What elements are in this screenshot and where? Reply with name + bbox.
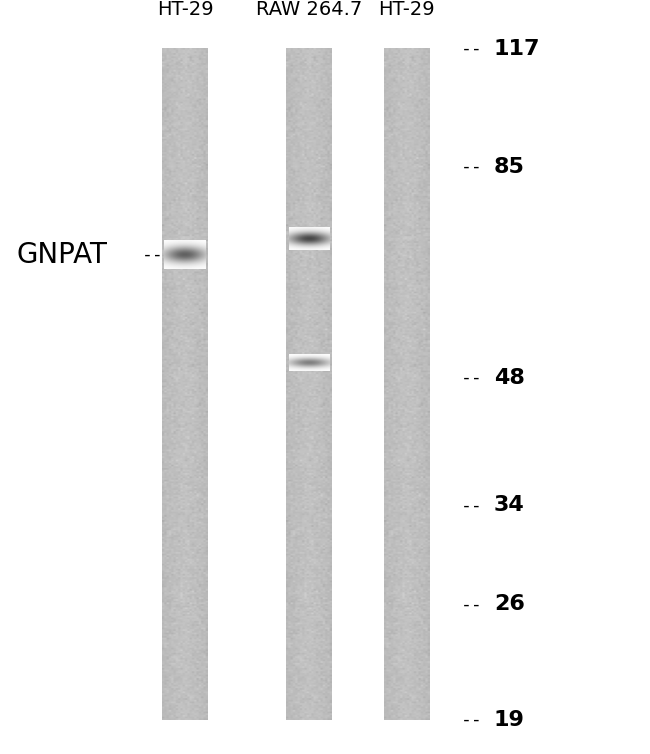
- Text: --: --: [460, 40, 482, 58]
- Text: HT-29: HT-29: [378, 0, 435, 19]
- Text: 34: 34: [494, 495, 525, 515]
- Text: 85: 85: [494, 157, 525, 177]
- Text: RAW 264.7: RAW 264.7: [255, 0, 362, 19]
- Text: HT-29: HT-29: [157, 0, 214, 19]
- Text: --: --: [142, 246, 164, 264]
- Text: 117: 117: [494, 39, 541, 59]
- Text: GNPAT: GNPAT: [16, 241, 107, 269]
- Text: --: --: [460, 496, 482, 514]
- Text: --: --: [460, 158, 482, 176]
- Text: 26: 26: [494, 594, 525, 615]
- Text: --: --: [460, 711, 482, 729]
- Text: 48: 48: [494, 368, 525, 388]
- Text: 19: 19: [494, 710, 525, 730]
- Text: --: --: [460, 595, 482, 613]
- Text: --: --: [460, 369, 482, 387]
